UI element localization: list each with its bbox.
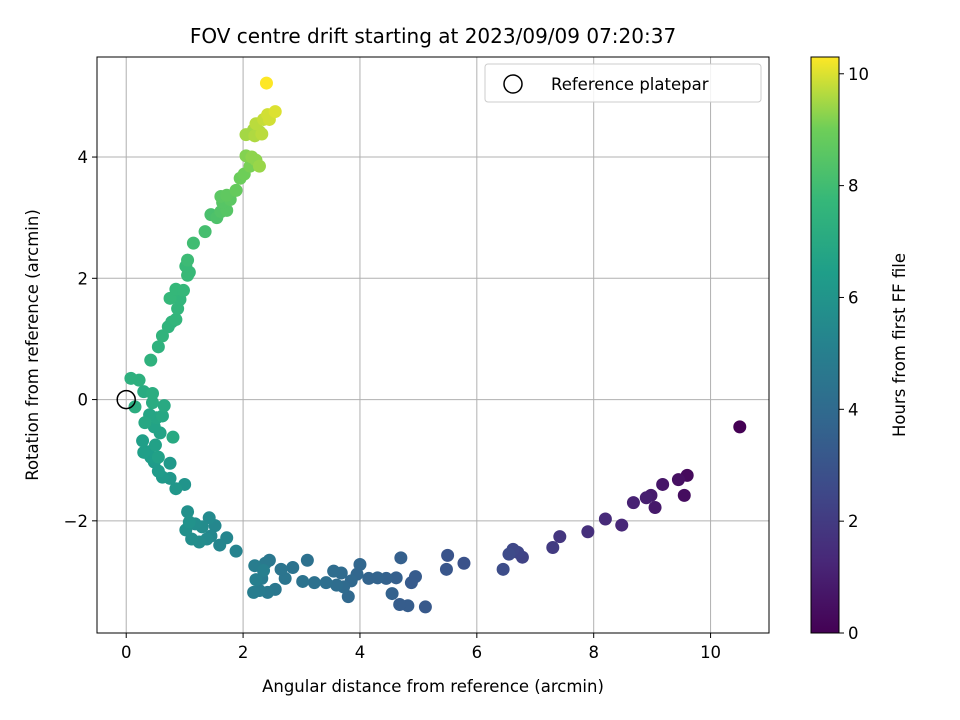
data-point bbox=[394, 551, 408, 565]
legend: Reference platepar bbox=[484, 63, 762, 103]
data-point bbox=[274, 562, 288, 576]
data-point bbox=[176, 283, 190, 297]
data-point bbox=[182, 515, 196, 529]
colorbar bbox=[810, 56, 840, 634]
x-tick-label: 0 bbox=[121, 643, 132, 662]
data-point bbox=[626, 496, 640, 510]
x-tick-label: 8 bbox=[588, 643, 599, 662]
data-point bbox=[268, 105, 282, 119]
data-point bbox=[163, 456, 177, 470]
data-point bbox=[393, 598, 407, 612]
chart-title: FOV centre drift starting at 2023/09/09 … bbox=[190, 24, 676, 48]
x-ticks: 0 2 4 6 8 10 bbox=[121, 633, 721, 662]
data-point bbox=[546, 541, 560, 555]
data-point bbox=[330, 578, 344, 592]
data-point bbox=[441, 548, 455, 562]
colorbar-ticks: 0 2 4 6 8 10 bbox=[839, 65, 869, 643]
data-point bbox=[300, 553, 314, 567]
data-point bbox=[181, 253, 195, 267]
data-point bbox=[502, 547, 516, 561]
data-point bbox=[146, 396, 160, 410]
data-point bbox=[124, 371, 138, 385]
data-point bbox=[186, 236, 200, 250]
data-point bbox=[144, 353, 158, 367]
data-point bbox=[255, 127, 269, 141]
data-point bbox=[362, 571, 376, 585]
data-point bbox=[181, 505, 195, 519]
data-point bbox=[439, 562, 453, 576]
legend-label: Reference platepar bbox=[551, 75, 709, 94]
data-point bbox=[128, 400, 142, 414]
data-point bbox=[319, 576, 333, 590]
colorbar-tick-label: 10 bbox=[848, 65, 869, 84]
reference-marker bbox=[116, 389, 136, 410]
data-point bbox=[496, 562, 510, 576]
x-tick-label: 6 bbox=[472, 643, 483, 662]
data-point bbox=[404, 576, 418, 590]
data-point bbox=[296, 574, 310, 588]
data-point bbox=[138, 416, 152, 430]
data-point bbox=[151, 450, 165, 464]
data-point bbox=[198, 225, 212, 239]
data-point bbox=[229, 544, 243, 558]
data-point bbox=[553, 530, 567, 544]
data-point bbox=[136, 434, 150, 448]
y-tick-label: −2 bbox=[64, 512, 88, 531]
data-point bbox=[389, 571, 403, 585]
data-point bbox=[615, 518, 629, 532]
data-point bbox=[247, 585, 261, 599]
data-point bbox=[146, 387, 160, 401]
data-point bbox=[166, 430, 180, 444]
scatter-points bbox=[124, 76, 747, 614]
data-point bbox=[259, 76, 273, 90]
data-point bbox=[418, 600, 432, 614]
x-tick-label: 10 bbox=[700, 643, 721, 662]
data-point bbox=[169, 482, 183, 496]
y-tick-label: 0 bbox=[78, 391, 89, 410]
plot-frame bbox=[96, 56, 770, 634]
data-point bbox=[677, 488, 691, 502]
data-point bbox=[202, 511, 216, 525]
y-tick-label: 4 bbox=[78, 148, 89, 167]
y-ticks: −2 0 2 4 bbox=[64, 148, 97, 531]
x-tick-label: 2 bbox=[238, 643, 249, 662]
data-point bbox=[257, 564, 271, 578]
data-point bbox=[671, 473, 685, 487]
colorbar-tick-label: 4 bbox=[848, 400, 859, 419]
data-point bbox=[733, 420, 747, 434]
data-point bbox=[307, 576, 321, 590]
legend-box bbox=[484, 63, 762, 103]
data-point bbox=[137, 445, 151, 459]
data-point bbox=[341, 590, 355, 604]
data-point bbox=[581, 525, 595, 539]
data-point bbox=[213, 538, 227, 552]
colorbar-tick-label: 8 bbox=[848, 177, 859, 196]
x-tick-label: 4 bbox=[355, 643, 366, 662]
colorbar-tick-label: 2 bbox=[848, 512, 859, 531]
legend-marker bbox=[503, 74, 523, 94]
data-point bbox=[249, 573, 263, 587]
data-point bbox=[157, 399, 171, 413]
data-point bbox=[169, 313, 183, 327]
colorbar-tick-label: 6 bbox=[848, 288, 859, 307]
data-point bbox=[148, 438, 162, 452]
data-point bbox=[286, 561, 300, 575]
y-tick-label: 2 bbox=[78, 269, 89, 288]
colorbar-label: Hours from first FF file bbox=[890, 253, 909, 437]
data-point bbox=[457, 556, 471, 570]
data-point bbox=[598, 512, 612, 526]
data-point bbox=[656, 477, 670, 491]
y-axis-label: Rotation from reference (arcmin) bbox=[23, 209, 42, 481]
data-point bbox=[327, 564, 341, 578]
data-point bbox=[385, 587, 399, 601]
data-point bbox=[252, 159, 266, 173]
colorbar-tick-label: 0 bbox=[848, 624, 859, 643]
data-point bbox=[151, 340, 165, 354]
data-point bbox=[648, 500, 662, 514]
data-point bbox=[155, 409, 169, 423]
x-axis-label: Angular distance from reference (arcmin) bbox=[262, 677, 604, 696]
data-point bbox=[639, 491, 653, 505]
data-point bbox=[229, 183, 243, 197]
